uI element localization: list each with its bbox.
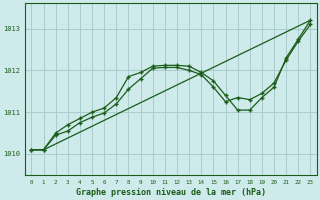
X-axis label: Graphe pression niveau de la mer (hPa): Graphe pression niveau de la mer (hPa)	[76, 188, 266, 197]
